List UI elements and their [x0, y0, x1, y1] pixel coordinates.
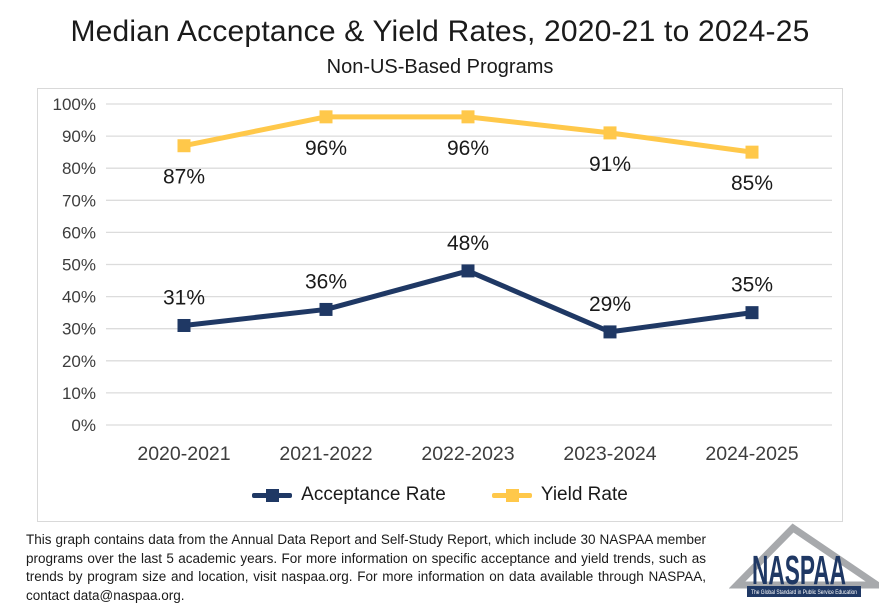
- data-point-marker: [319, 110, 333, 124]
- y-axis-tick-label: 90%: [62, 127, 96, 146]
- data-point-marker: [745, 145, 759, 159]
- data-label: 35%: [731, 274, 773, 297]
- y-axis-tick-label: 10%: [62, 384, 96, 403]
- y-axis-tick-label: 30%: [62, 320, 96, 339]
- acceptance-rate-legend-square-icon: [266, 488, 280, 502]
- data-point-marker: [461, 264, 475, 278]
- data-label: 29%: [589, 293, 631, 316]
- legend-label-acceptance-rate: Acceptance Rate: [301, 484, 446, 505]
- data-label: 85%: [731, 172, 773, 195]
- y-axis-tick-label: 20%: [62, 352, 96, 371]
- chart-panel: 0% 10% 20% 30% 40% 50% 60% 70% 80% 90% 100% 2020-20…: [37, 88, 843, 522]
- data-label: 91%: [589, 153, 631, 176]
- naspaa-logo-graphic: NASPAA The Global Standard in Public Ser…: [728, 523, 880, 597]
- data-point-marker: [177, 139, 191, 153]
- chart-legend: Acceptance Rate Yield Rate: [38, 484, 842, 506]
- chart-title: Median Acceptance & Yield Rates, 2020-21…: [70, 15, 810, 48]
- y-axis-tick-label: 80%: [62, 159, 96, 178]
- naspaa-logo: NASPAA The Global Standard in Public Ser…: [728, 523, 880, 607]
- line-chart: 0% 10% 20% 30% 40% 50% 60% 70% 80% 90% 100% 2020-20…: [53, 95, 832, 465]
- data-label: 96%: [447, 137, 489, 160]
- x-axis-tick-label: 2022-2023: [421, 443, 514, 465]
- data-point-marker: [319, 302, 333, 316]
- legend-item-acceptance-rate: Acceptance Rate: [252, 484, 446, 506]
- y-axis-tick-label: 0%: [71, 416, 96, 435]
- series-line-0: [181, 268, 755, 335]
- x-axis-tick-label: 2020-2021: [137, 443, 230, 465]
- legend-label-yield-rate: Yield Rate: [540, 484, 628, 505]
- data-point-marker: [603, 325, 617, 339]
- data-label: 96%: [305, 137, 347, 160]
- y-axis-tick-label: 100%: [53, 95, 96, 114]
- y-axis-tick-label: 40%: [62, 288, 96, 307]
- data-point-marker: [461, 110, 475, 124]
- y-axis-tick-label: 50%: [62, 256, 96, 275]
- data-label: 48%: [447, 232, 489, 255]
- x-axis-tick-label: 2021-2022: [279, 443, 372, 465]
- logo-triangle-icon: [728, 523, 880, 589]
- data-label: 36%: [305, 270, 347, 293]
- data-label: 31%: [163, 286, 205, 309]
- footer-note: This graph contains data from the Annual…: [26, 532, 706, 604]
- logo-wordmark: NASPAA: [752, 547, 846, 593]
- x-axis-tick-label: 2024-2025: [705, 443, 798, 465]
- chart-subtitle: Non-US-Based Programs: [326, 56, 554, 78]
- yield-rate-legend-square-icon: [505, 488, 519, 502]
- y-axis-tick-label: 70%: [62, 191, 96, 210]
- data-point-marker: [603, 126, 617, 140]
- data-point-marker: [745, 306, 759, 320]
- x-axis-tick-label: 2023-2024: [563, 443, 656, 465]
- yield-rate-legend-marker-icon: [491, 488, 532, 502]
- data-label: 87%: [163, 166, 205, 189]
- logo-tagline-bar: [747, 586, 861, 597]
- data-point-marker: [177, 318, 191, 332]
- acceptance-rate-legend-marker-icon: [252, 488, 293, 502]
- logo-tagline: The Global Standard in Public Service Ed…: [751, 590, 857, 596]
- legend-item-yield-rate: Yield Rate: [491, 484, 628, 506]
- y-axis-tick-label: 60%: [62, 223, 96, 242]
